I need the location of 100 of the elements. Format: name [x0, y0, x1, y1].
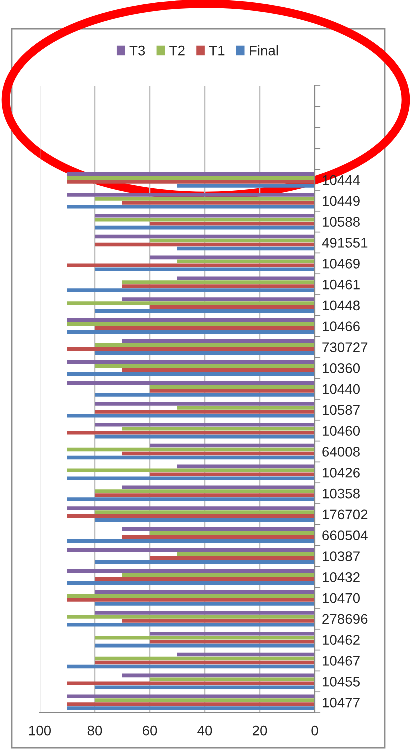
- y-tick-label: 10466: [323, 322, 360, 332]
- bar: [95, 602, 315, 606]
- y-tick-label: 10477: [323, 698, 360, 708]
- y-tick-label: 10467: [323, 656, 360, 666]
- bar: [68, 302, 315, 306]
- bar: [68, 264, 315, 268]
- bar: [122, 280, 315, 284]
- bar: [68, 288, 315, 292]
- bar: [122, 339, 315, 344]
- y-tick-label: 278696: [322, 614, 368, 624]
- bar: [150, 238, 315, 243]
- bar: [68, 664, 315, 669]
- y-tick-label: 10358: [323, 488, 360, 499]
- bar: [122, 573, 315, 578]
- bar: [95, 611, 315, 615]
- y-tick-label: 660504: [322, 530, 368, 541]
- bar: [95, 410, 315, 414]
- bar: [122, 535, 315, 540]
- y-tick-label: 10470: [323, 593, 360, 604]
- bar: [95, 310, 315, 314]
- bar: [95, 577, 315, 582]
- y-tick-label: 10360: [323, 363, 360, 374]
- bar: [68, 318, 315, 322]
- bar: [68, 694, 315, 698]
- bar: [150, 678, 315, 682]
- bar: [122, 426, 315, 431]
- bar: [68, 347, 315, 352]
- bar: [68, 180, 315, 184]
- bar: [95, 234, 315, 239]
- y-tick-label: 10455: [323, 676, 360, 687]
- bar: [68, 381, 315, 385]
- bar: [68, 623, 315, 627]
- x-tick-label: 40: [198, 726, 212, 736]
- bar: [122, 528, 315, 532]
- bar: [122, 452, 315, 456]
- y-tick-label: 176702: [323, 510, 368, 520]
- bar: [68, 569, 315, 574]
- bar: [178, 184, 315, 188]
- bar: [68, 706, 315, 710]
- bar: [150, 306, 315, 310]
- bar: [95, 364, 315, 368]
- bar: [178, 406, 315, 410]
- bar: [95, 402, 315, 406]
- y-tick-label: 10444: [323, 175, 360, 186]
- bar: [68, 322, 315, 326]
- legend-label: T2: [170, 46, 185, 56]
- bar: [150, 472, 315, 477]
- bar: [122, 284, 315, 288]
- y-tick-label: 10432: [323, 572, 360, 582]
- y-tick-label: 64008: [322, 447, 360, 457]
- bar: [68, 205, 315, 209]
- bar: [68, 514, 315, 518]
- bar: [150, 389, 315, 393]
- bar: [150, 632, 315, 636]
- bar: [68, 372, 315, 376]
- bar: [95, 560, 315, 564]
- y-tick-label: 10460: [323, 426, 360, 436]
- bar: [68, 702, 315, 706]
- bar: [68, 360, 315, 364]
- bar: [68, 682, 315, 686]
- bar: [68, 456, 315, 460]
- bar: [95, 698, 315, 702]
- bar: [178, 652, 315, 657]
- bar: [68, 448, 315, 452]
- bar: [68, 581, 315, 585]
- bar: [150, 640, 315, 644]
- bar: [122, 368, 315, 372]
- y-tick-label: 491551: [322, 238, 368, 248]
- bar: [122, 619, 315, 623]
- bar: [95, 242, 315, 247]
- legend-label: T3: [130, 46, 146, 56]
- bar: [122, 298, 315, 302]
- y-tick-label: 10469: [323, 258, 360, 269]
- bar: [95, 636, 315, 640]
- x-tick-label: 80: [88, 726, 102, 736]
- y-tick-label: 10461: [323, 280, 360, 290]
- bar: [122, 674, 315, 678]
- y-tick-label: 10426: [323, 468, 360, 478]
- bar: [68, 330, 315, 334]
- bar: [95, 393, 315, 397]
- bar: [150, 222, 315, 226]
- bar: [68, 468, 315, 473]
- bar: [150, 385, 315, 389]
- bar: [95, 660, 315, 665]
- bar: [95, 644, 315, 648]
- x-tick-label: 20: [252, 726, 268, 736]
- bar: [150, 444, 315, 448]
- bar: [95, 490, 315, 494]
- bar: [68, 193, 315, 197]
- bar: [150, 256, 315, 260]
- bar: [95, 197, 315, 201]
- bar: [95, 518, 315, 522]
- bar: [68, 414, 315, 418]
- bar: [95, 226, 315, 230]
- bar: [150, 531, 315, 536]
- bar: [68, 539, 315, 544]
- y-tick-label: 10587: [323, 405, 360, 416]
- bar: [95, 218, 315, 222]
- y-tick-label: 10588: [323, 217, 360, 228]
- bar: [178, 246, 315, 251]
